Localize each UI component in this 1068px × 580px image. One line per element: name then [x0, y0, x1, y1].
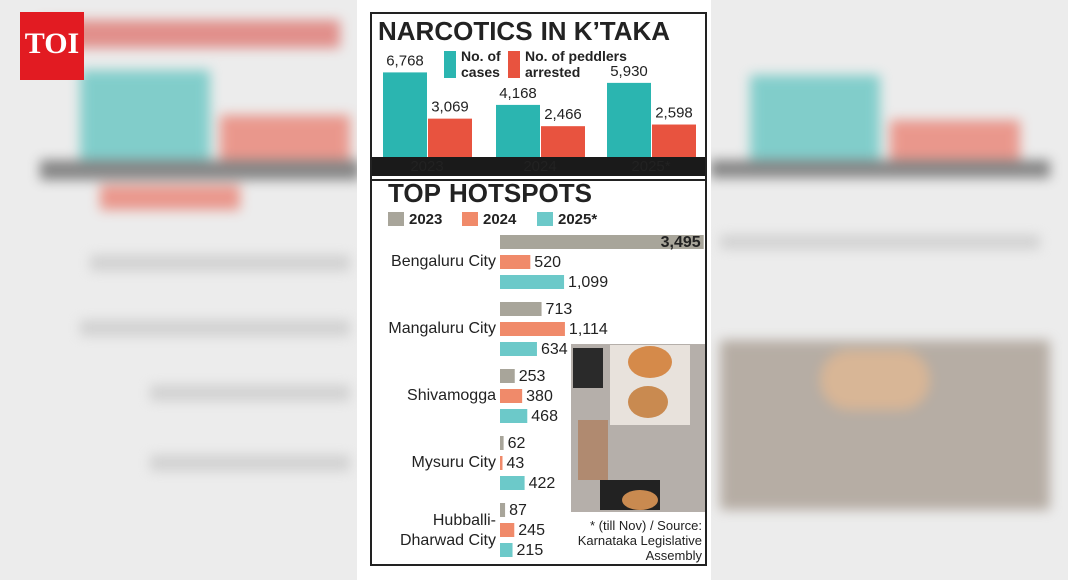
chart-title: IN K’TAKA — [541, 16, 671, 46]
bar — [500, 255, 531, 269]
value-label: 1,099 — [568, 274, 608, 291]
bar — [500, 523, 515, 537]
value-label: 713 — [546, 301, 573, 318]
value-label: 634 — [541, 341, 568, 358]
value-label: 3,069 — [431, 99, 469, 116]
bar — [500, 275, 565, 289]
value-label: 215 — [517, 542, 544, 559]
y-tick-label: Mangaluru City — [388, 320, 496, 337]
value-label: 2,466 — [544, 106, 582, 123]
bar — [500, 369, 515, 383]
x-tick-label: 2025* — [631, 158, 670, 175]
legend-swatch — [388, 212, 404, 226]
legend-label: No. of peddlers arrested — [525, 48, 627, 80]
y-tick-label: Bengaluru City — [391, 253, 496, 270]
value-label: 1,114 — [569, 321, 608, 338]
bar — [500, 409, 528, 423]
photo — [571, 344, 705, 512]
bar — [500, 389, 523, 403]
y-tick-label: Hubballi-Dharwad City — [399, 512, 496, 549]
legend-label: 2025* — [558, 211, 597, 228]
bar — [383, 72, 427, 157]
value-label: 520 — [534, 254, 561, 271]
bar — [500, 476, 525, 490]
x-tick-label: 2023 — [410, 158, 443, 175]
value-label: 62 — [508, 435, 526, 452]
x-tick-label: 2024 — [523, 158, 556, 175]
bar — [428, 118, 472, 157]
value-label: 422 — [529, 475, 556, 492]
bar — [500, 342, 537, 356]
legend-swatch — [508, 51, 520, 78]
y-tick-label: Shivamogga — [407, 387, 496, 404]
logo: TOI — [20, 12, 84, 80]
value-label: 5,930 — [610, 63, 648, 80]
bar — [652, 124, 696, 157]
bar — [500, 436, 504, 450]
value-label: 4,168 — [499, 85, 537, 102]
bar — [500, 503, 506, 517]
chart-title: TOP — [388, 178, 441, 208]
year-strip — [372, 157, 705, 176]
y-tick-label: Mysuru City — [411, 454, 496, 471]
value-label: 468 — [531, 408, 558, 425]
legend-label: 2024 — [483, 211, 517, 228]
value-label: 6,768 — [386, 52, 424, 69]
bar — [541, 126, 585, 157]
value-label: 43 — [507, 455, 525, 472]
bar — [500, 456, 503, 470]
value-label: 87 — [509, 502, 527, 519]
legend-label: No. of cases — [461, 48, 501, 80]
value-label: 3,495 — [661, 234, 701, 251]
bar — [500, 322, 565, 336]
value-label: 253 — [519, 368, 546, 385]
legend-swatch — [444, 51, 456, 78]
chart-title: NARCOTICS — [378, 16, 533, 46]
bar — [607, 82, 651, 157]
legend-swatch — [537, 212, 553, 226]
note: * (till Nov) / Source: Karnataka Legisla… — [577, 518, 702, 563]
bar — [500, 543, 513, 557]
value-label: 2,598 — [655, 104, 693, 121]
bar — [500, 235, 704, 249]
value-label: 245 — [518, 522, 545, 539]
chart-title: HOTSPOTS — [449, 178, 592, 208]
bar — [496, 104, 540, 157]
legend-swatch — [462, 212, 478, 226]
value-label: 380 — [526, 388, 553, 405]
bar — [500, 302, 542, 316]
legend-label: 2023 — [409, 211, 442, 228]
